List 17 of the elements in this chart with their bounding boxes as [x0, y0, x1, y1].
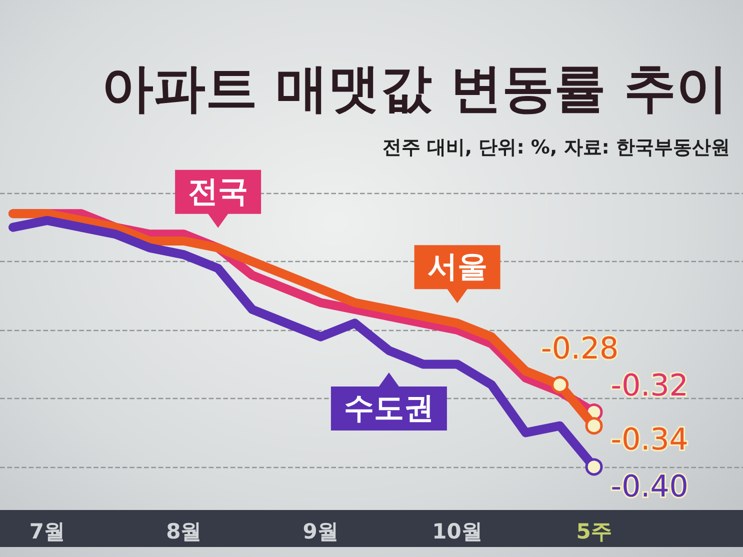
chart-title: 아파트 매맷값 변동률 추이 [102, 59, 728, 119]
data-label: -0.40 [610, 469, 688, 504]
x-tick-label: 5주 [576, 520, 612, 544]
series-label: 수도권 [344, 391, 434, 426]
point [551, 376, 569, 394]
series-label: 서울 [427, 250, 488, 285]
series-label: 전국 [188, 174, 248, 210]
point [585, 458, 603, 476]
point [585, 417, 603, 435]
chart-subtitle: 전주 대비, 단위: %, 자료: 한국부동산원 [382, 136, 730, 158]
data-label: -0.34 [610, 422, 688, 458]
data-label: -0.28 [541, 332, 619, 367]
x-tick-label: 7월 [29, 520, 65, 544]
x-tick-label: 9월 [302, 520, 338, 544]
x-tick-label: 10월 [432, 520, 482, 544]
data-label: -0.32 [610, 368, 688, 404]
x-tick-label: 8월 [166, 520, 202, 544]
